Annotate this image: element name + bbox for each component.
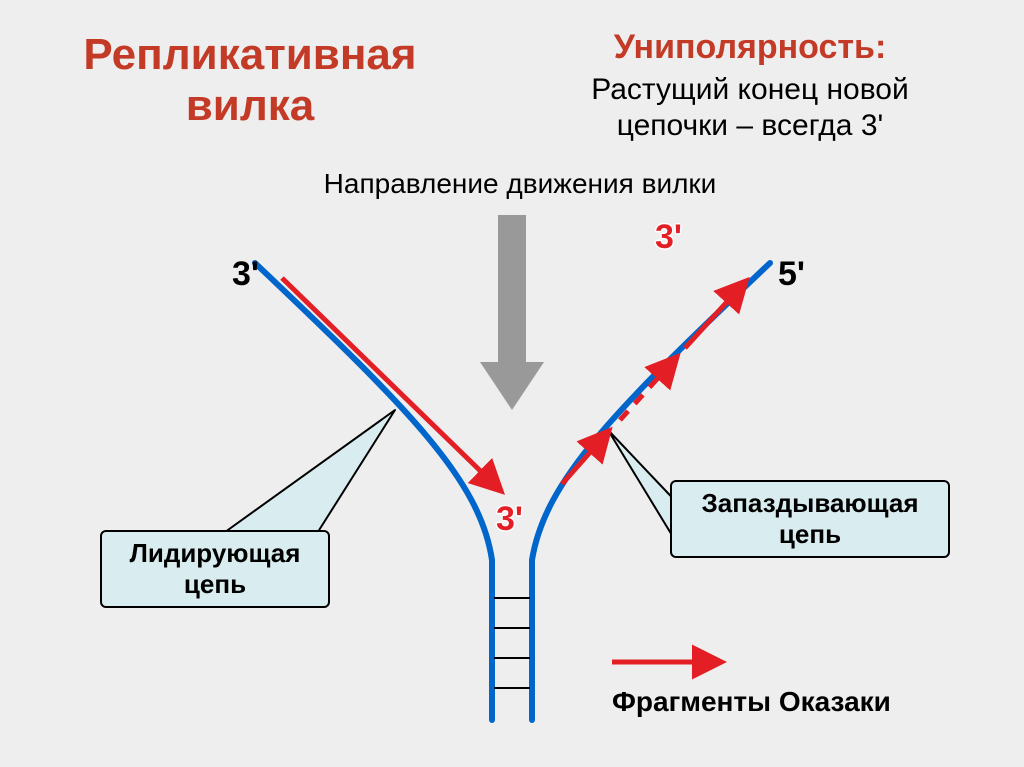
callout-leading-strand: Лидирующаяцепь bbox=[100, 530, 330, 608]
fork-direction-arrow bbox=[480, 215, 544, 410]
callout-lagging-strand: Запаздывающаяцепь bbox=[670, 480, 950, 558]
diagram-stage: { "canvas": { "width": 1024, "height": 7… bbox=[0, 0, 1024, 767]
end-label-3-prime-red-center: 3' bbox=[496, 500, 523, 539]
end-label-3-prime-red-top: 3' bbox=[655, 218, 682, 257]
main-title: Репликативнаявилка bbox=[70, 30, 430, 131]
dna-rungs bbox=[494, 598, 530, 688]
subtitle-body: Растущий конец новойцепочки – всегда 3' bbox=[530, 72, 970, 144]
end-label-5-prime-right: 5' bbox=[778, 255, 805, 294]
legend-okazaki-label: Фрагменты Оказаки bbox=[612, 686, 891, 718]
okazaki-fragments bbox=[562, 282, 745, 484]
fork-direction-label: Направление движения вилки bbox=[270, 168, 770, 200]
leading-strand-arrow bbox=[282, 278, 500, 490]
end-label-3-prime-left: 3' bbox=[232, 255, 259, 294]
subtitle-header: Униполярность: bbox=[540, 28, 960, 67]
